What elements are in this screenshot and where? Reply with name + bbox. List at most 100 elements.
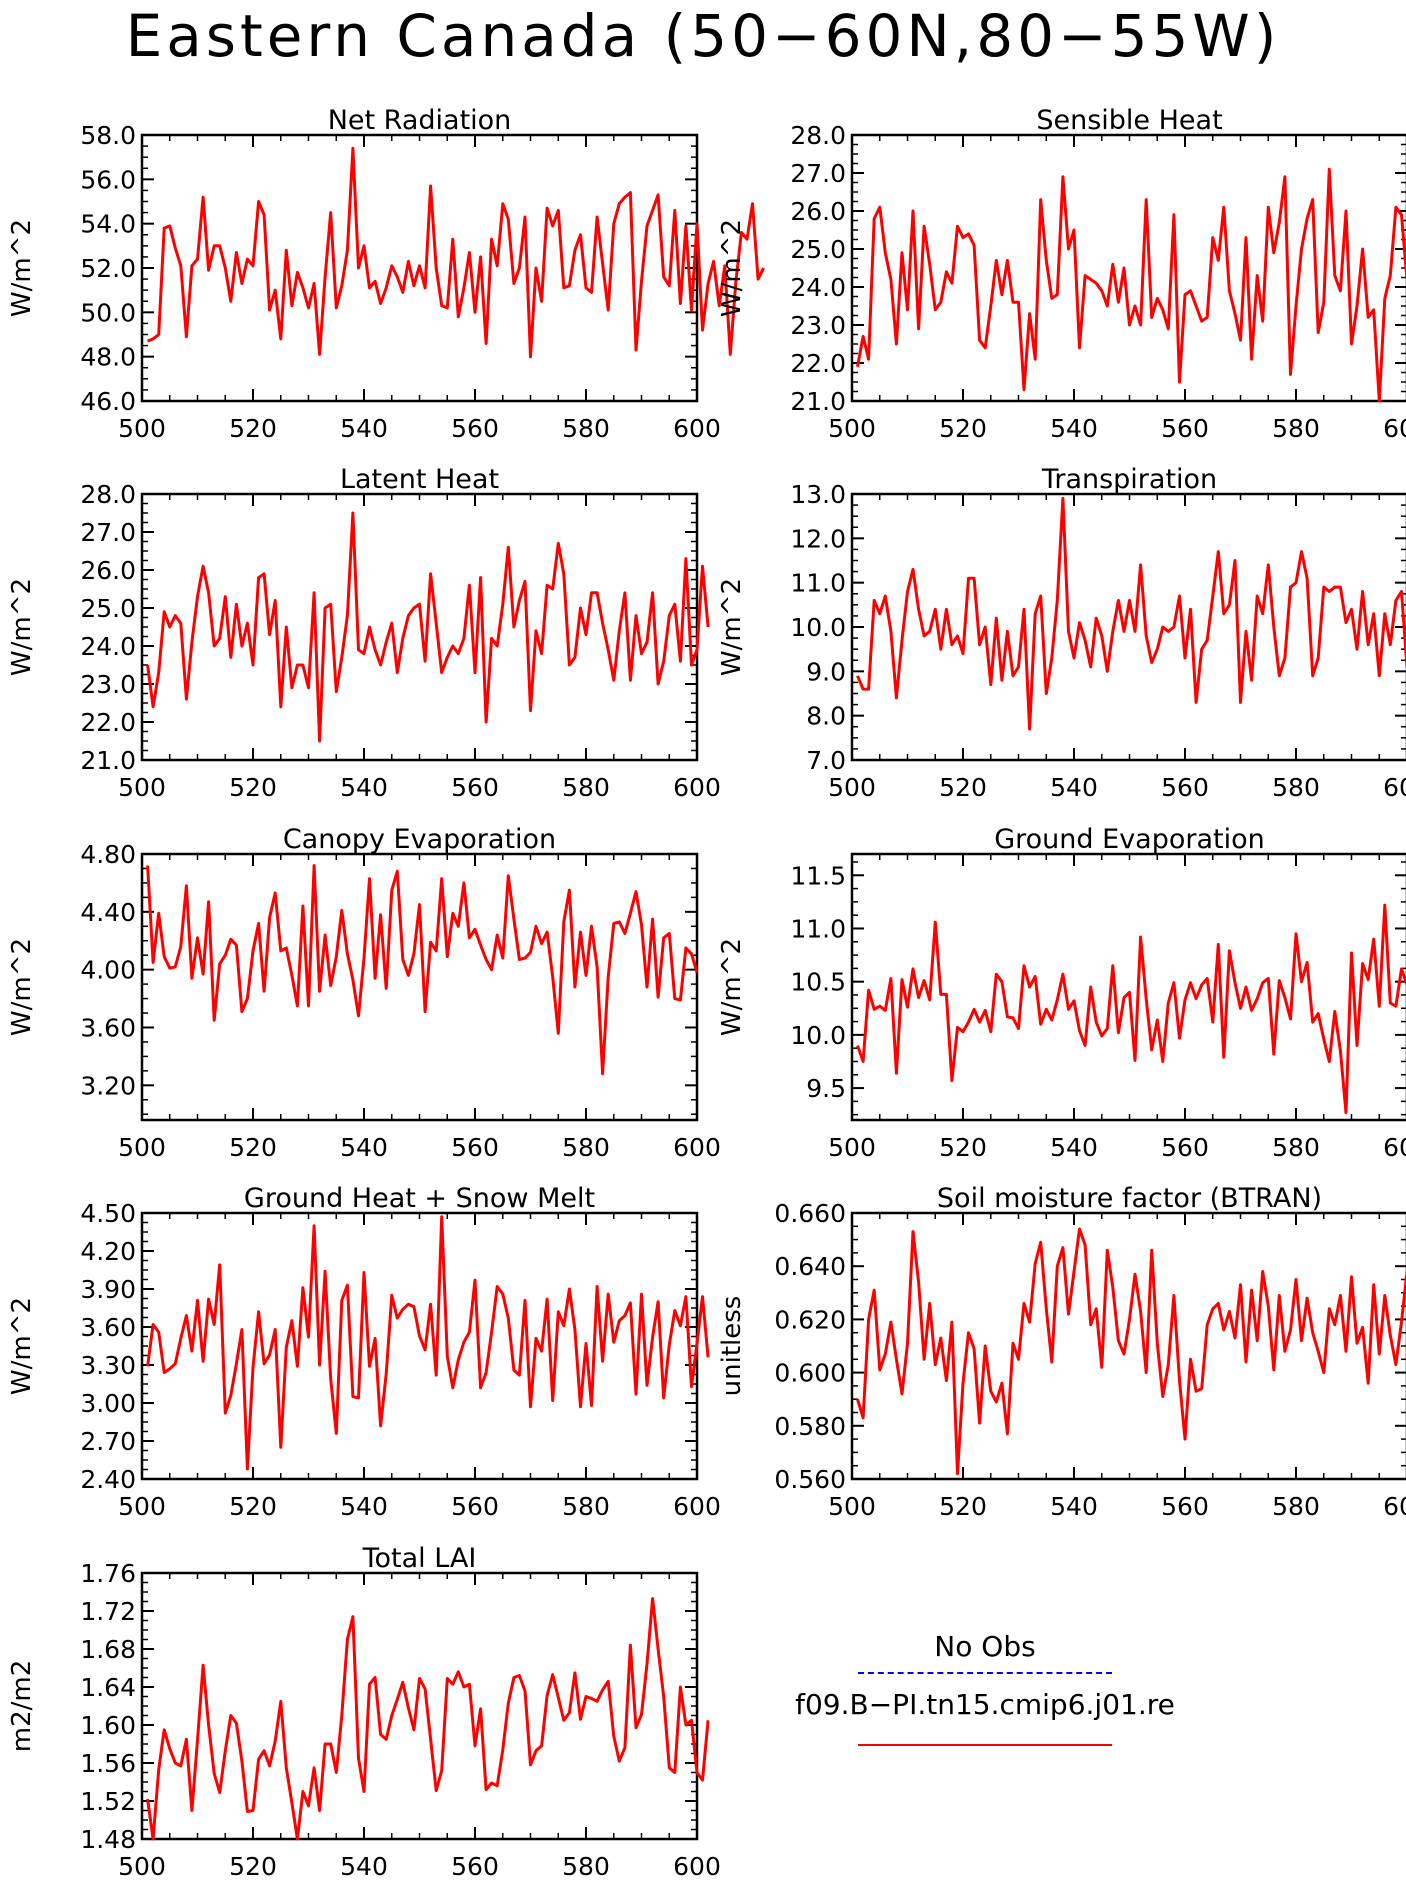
y-tick-label: 23.0 (80, 670, 136, 699)
chart-panel: 500 520 540 560 580 600 1.48 1.52 1.56 1.60 1.64 1.… (7, 1543, 721, 1881)
chart-panel: 500 520 540 560 580 600 2.40 2.70 3.00 3.30 3.60 3.… (7, 1183, 721, 1521)
series-line (856, 1227, 1406, 1476)
x-tick-label: 500 (828, 414, 876, 443)
y-tick-label: 3.30 (80, 1351, 136, 1380)
x-tick-label: 600 (673, 773, 721, 802)
y-axis-label: unitless (717, 1296, 747, 1397)
x-tick-label: 540 (1050, 414, 1098, 443)
chart-title: Soil moisture factor (BTRAN) (937, 1183, 1322, 1214)
y-tick-label: 9.0 (806, 657, 846, 686)
x-tick-label: 520 (939, 414, 987, 443)
y-tick-label: 24.0 (790, 273, 846, 302)
y-axis-label: W/m^2 (717, 219, 747, 317)
y-tick-label: 4.50 (80, 1199, 136, 1228)
y-tick-label: 1.60 (80, 1711, 136, 1740)
y-tick-label: 0.580 (774, 1412, 846, 1441)
x-tick-label: 600 (673, 1852, 721, 1881)
y-tick-label: 11.0 (790, 569, 846, 598)
x-tick-label: 500 (118, 1852, 166, 1881)
y-tick-label: 4.80 (80, 840, 136, 869)
y-tick-label: 24.0 (80, 632, 136, 661)
y-tick-label: 0.640 (774, 1252, 846, 1281)
x-tick-label: 500 (828, 1133, 876, 1162)
x-tick-label: 560 (451, 1492, 499, 1521)
series-line (856, 496, 1406, 731)
plot-frame (140, 1571, 699, 1841)
x-tick-label: 580 (562, 1133, 610, 1162)
y-tick-label: 3.60 (80, 1013, 136, 1042)
x-tick-label: 520 (229, 1852, 277, 1881)
y-tick-label: 10.0 (790, 613, 846, 642)
x-tick-label: 540 (1050, 773, 1098, 802)
y-axis-label: W/m^2 (7, 938, 37, 1036)
y-axis-label: m2/m2 (7, 1660, 37, 1753)
y-tick-label: 8.0 (806, 702, 846, 731)
chart-title: Transpiration (1041, 464, 1217, 495)
x-tick-label: 520 (939, 1492, 987, 1521)
x-tick-label: 560 (1161, 1492, 1209, 1521)
x-tick-label: 560 (451, 414, 499, 443)
x-tick-label: 600 (1383, 1133, 1406, 1162)
series-line (146, 1597, 710, 1841)
x-tick-label: 580 (1272, 773, 1320, 802)
y-tick-label: 3.60 (80, 1313, 136, 1342)
x-tick-label: 580 (562, 1492, 610, 1521)
y-tick-label: 3.20 (80, 1071, 136, 1100)
y-tick-label: 0.560 (774, 1465, 846, 1494)
plot-frame (850, 852, 1406, 1122)
y-tick-label: 27.0 (790, 159, 846, 188)
chart-panel: 500 520 540 560 580 600 7.0 8.0 9.0 10.0 11.0 12.0 1… (717, 464, 1406, 802)
y-tick-label: 13.0 (790, 480, 846, 509)
series-line (856, 167, 1406, 403)
series-line (146, 1215, 710, 1471)
x-tick-label: 560 (1161, 1133, 1209, 1162)
y-tick-label: 2.40 (80, 1465, 136, 1494)
x-tick-label: 560 (451, 1133, 499, 1162)
y-tick-label: 0.600 (774, 1359, 846, 1388)
x-tick-label: 520 (229, 414, 277, 443)
y-tick-label: 26.0 (80, 556, 136, 585)
x-tick-label: 600 (673, 1492, 721, 1521)
x-tick-label: 540 (1050, 1133, 1098, 1162)
y-axis-label: W/m^2 (7, 578, 37, 676)
series-line (146, 864, 699, 1076)
x-tick-label: 500 (828, 1492, 876, 1521)
y-tick-label: 28.0 (790, 121, 846, 150)
y-tick-label: 22.0 (80, 708, 136, 737)
chart-panel: 500 520 540 560 580 600 21.0 22.0 23.0 24.0 25.0 26… (7, 464, 721, 802)
y-axis-label: W/m^2 (7, 219, 37, 317)
y-tick-label: 1.68 (80, 1635, 136, 1664)
y-tick-label: 1.52 (80, 1787, 136, 1816)
series-line (147, 146, 765, 359)
y-tick-label: 27.0 (80, 518, 136, 547)
chart-panel: 500 520 540 560 580 600 9.5 10.0 10.5 11.0 11.5 Gro… (717, 824, 1406, 1162)
y-tick-label: 1.76 (80, 1559, 136, 1588)
y-tick-label: 58.0 (80, 121, 136, 150)
plot-frame (850, 133, 1406, 403)
y-tick-label: 54.0 (80, 210, 136, 239)
y-tick-label: 9.5 (806, 1074, 846, 1103)
y-tick-label: 4.40 (80, 898, 136, 927)
legend-model-label: f09.B−PI.tn15.cmip6.j01.re (795, 1688, 1175, 1721)
x-tick-label: 560 (1161, 773, 1209, 802)
chart-title: Ground Evaporation (994, 824, 1265, 855)
y-tick-label: 3.00 (80, 1389, 136, 1418)
y-tick-label: 4.20 (80, 1237, 136, 1266)
x-tick-label: 540 (340, 1492, 388, 1521)
y-tick-label: 1.48 (80, 1825, 136, 1854)
x-tick-label: 540 (340, 773, 388, 802)
legend-obs-line (858, 1672, 1112, 1674)
x-tick-label: 580 (562, 414, 610, 443)
x-tick-label: 520 (229, 1492, 277, 1521)
y-tick-label: 0.620 (774, 1305, 846, 1334)
y-tick-label: 25.0 (790, 235, 846, 264)
x-tick-label: 560 (451, 773, 499, 802)
y-tick-label: 21.0 (80, 746, 136, 775)
x-tick-label: 500 (118, 414, 166, 443)
chart-panel: 500 520 540 560 580 600 21.0 22.0 23.0 24.0 25.0 26… (717, 105, 1406, 443)
series-line (856, 903, 1406, 1115)
chart-panel: 500 520 540 560 580 600 3.20 3.60 4.00 4.40 4.80 Ca… (7, 824, 721, 1162)
y-tick-label: 12.0 (790, 524, 846, 553)
x-tick-label: 580 (562, 773, 610, 802)
y-tick-label: 50.0 (80, 298, 136, 327)
